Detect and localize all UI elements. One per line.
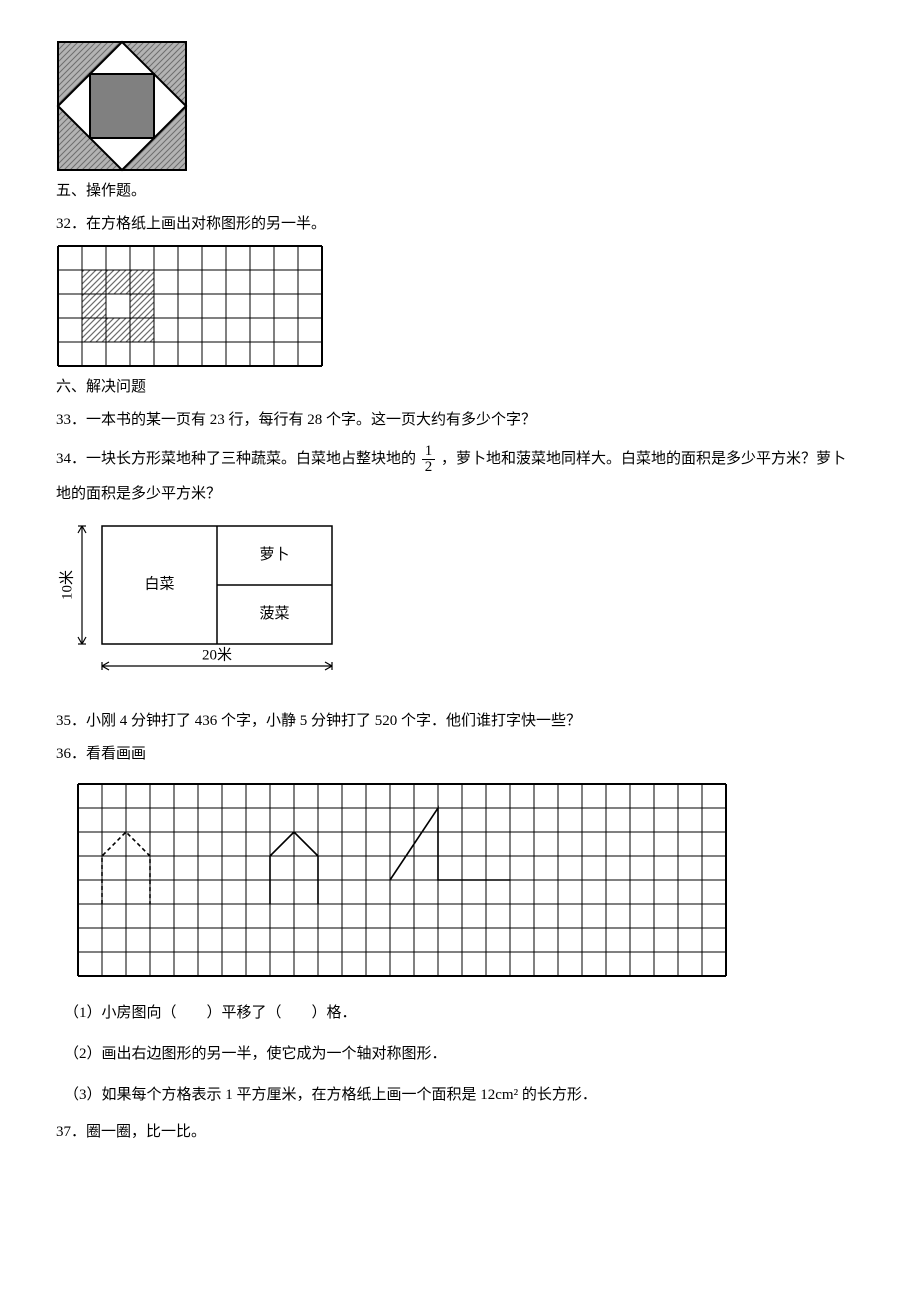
q34-line2: 地的面积是多少平方米？ bbox=[56, 481, 880, 508]
q34-after-fraction: ，萝卜地和菠菜地同样大。白菜地的面积是多少平方米？萝卜 bbox=[441, 451, 846, 467]
q36-sub1: （1）小房图向（ ）平移了（ ）格． bbox=[64, 1000, 880, 1027]
q32-text: 32．在方格纸上画出对称图形的另一半。 bbox=[56, 211, 880, 238]
q34-fraction-den: 2 bbox=[422, 460, 436, 475]
q36-sub2: （2）画出右边图形的另一半，使它成为一个轴对称图形． bbox=[64, 1041, 880, 1068]
section-5-title: 五、操作题。 bbox=[56, 178, 880, 205]
svg-text:10米: 10米 bbox=[58, 570, 75, 600]
q34-fraction: 1 2 bbox=[422, 444, 436, 475]
q34-field-figure: 白菜 萝卜菠菜 10米 20米 bbox=[56, 522, 880, 690]
q32-grid bbox=[56, 244, 880, 368]
q34-line1: 34．一块长方形菜地种了三种蔬菜。白菜地占整块地的 1 2 ，萝卜地和菠菜地同样… bbox=[56, 444, 880, 475]
svg-text:菠菜: 菠菜 bbox=[259, 605, 289, 622]
diamond-square-figure bbox=[56, 40, 880, 172]
q36-text: 36．看看画画 bbox=[56, 741, 880, 768]
q37-text: 37．圈一圈，比一比。 bbox=[56, 1119, 880, 1146]
svg-text:20米: 20米 bbox=[202, 646, 232, 663]
section-6-title: 六、解决问题 bbox=[56, 374, 880, 401]
svg-text:白菜: 白菜 bbox=[144, 575, 174, 592]
q34-before-fraction: 34．一块长方形菜地种了三种蔬菜。白菜地占整块地的 bbox=[56, 451, 416, 467]
q35-text: 35．小刚 4 分钟打了 436 个字，小静 5 分钟打了 520 个字．他们谁… bbox=[56, 708, 880, 735]
q34-fraction-num: 1 bbox=[422, 444, 436, 460]
q36-sub3: （3）如果每个方格表示 1 平方厘米，在方格纸上画一个面积是 12cm² 的长方… bbox=[64, 1082, 880, 1109]
q36-grid bbox=[76, 782, 880, 978]
svg-text:萝卜: 萝卜 bbox=[259, 546, 289, 563]
q33-text: 33．一本书的某一页有 23 行，每行有 28 个字。这一页大约有多少个字？ bbox=[56, 407, 880, 434]
